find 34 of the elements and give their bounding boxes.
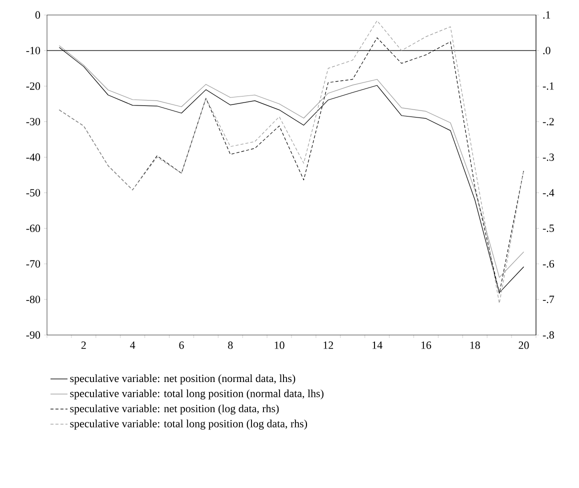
y2-tick-label: -.6 — [542, 260, 554, 268]
legend-label: speculative variable: net position (normal data, lhs) — [70, 374, 296, 384]
y-tick-label: -80 — [26, 296, 40, 304]
x-tick-label: 2 — [81, 342, 86, 349]
y2-tick-label: -.5 — [542, 224, 554, 232]
y-tick-label: -50 — [26, 189, 40, 196]
y-tick-label: -60 — [26, 224, 40, 232]
y2-tick-label: -.2 — [542, 118, 554, 126]
y-tick-label: 0 — [35, 11, 40, 19]
x-tick-label: 12 — [324, 342, 334, 349]
y-tick-label: -30 — [26, 118, 40, 126]
y2-tick-label: .0 — [543, 46, 550, 54]
x-tick-label: 20 — [518, 342, 529, 349]
y-tick-label: -20 — [26, 82, 40, 90]
y2-tick-label: -.4 — [542, 189, 554, 196]
y-tick-label: -40 — [26, 154, 40, 161]
legend-label: speculative variable: net position (log data, rhs) — [70, 404, 279, 415]
x-tick-label: 10 — [274, 342, 284, 349]
y2-tick-label: .1 — [543, 11, 550, 19]
y2-tick-label: -.1 — [542, 82, 554, 90]
x-tick-label: 18 — [470, 342, 480, 349]
y-tick-label: -90 — [26, 331, 40, 339]
x-tick-label: 4 — [130, 342, 136, 349]
y2-tick-label: -.7 — [542, 296, 554, 304]
y-tick-label: -10 — [26, 46, 40, 54]
legend-label: speculative variable: total long position (log data, rhs) — [70, 420, 308, 430]
y2-tick-label: -.8 — [542, 331, 554, 339]
x-tick-label: 8 — [228, 342, 233, 349]
y-tick-label: -70 — [26, 260, 40, 268]
x-tick-label: 14 — [372, 342, 382, 349]
legend-label: speculative variable: total long position (normal data, lhs) — [70, 389, 324, 400]
x-tick-label: 6 — [179, 342, 184, 349]
x-tick-label: 16 — [421, 342, 432, 349]
y2-tick-label: -.3 — [542, 154, 554, 161]
